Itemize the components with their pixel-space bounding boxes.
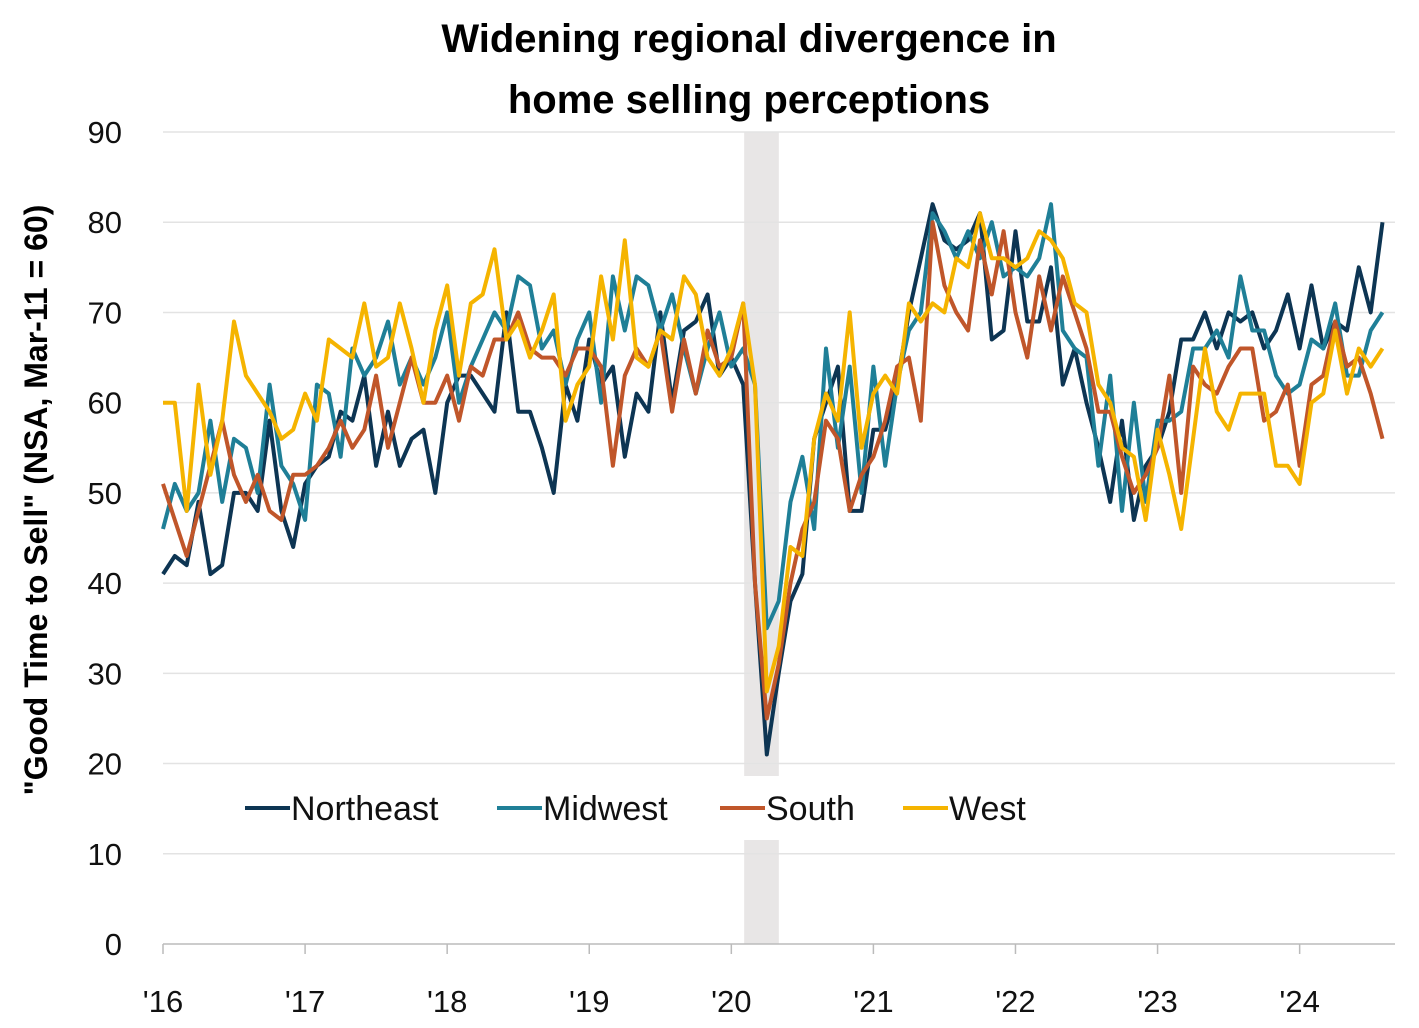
x-tick-label: '21: [853, 984, 893, 1019]
series-line-northeast: [161, 202, 1385, 757]
series-line-south: [161, 220, 1385, 721]
series-line-midwest: [161, 202, 1385, 631]
legend-label-south: South: [766, 790, 855, 828]
x-tick-label: '22: [995, 984, 1035, 1019]
y-tick-label: 0: [105, 927, 122, 962]
y-tick-labels: 0 10 20 30 40 50 60 70 80 90: [88, 115, 122, 962]
legend-label-northeast: Northeast: [291, 790, 439, 828]
y-tick-label: 40: [88, 566, 122, 601]
legend-label-midwest: Midwest: [543, 790, 668, 828]
x-tick-label: '16: [143, 984, 183, 1019]
y-tick-label: 10: [88, 837, 122, 872]
x-tick-label: '19: [569, 984, 609, 1019]
y-tick-label: 90: [88, 115, 122, 150]
y-tick-label: 70: [88, 295, 122, 330]
y-tick-label: 50: [88, 476, 122, 511]
x-tick-label: '20: [711, 984, 751, 1019]
chart-title-line-1: Widening regional divergence in: [441, 17, 1056, 61]
x-tick-labels: '16 '17 '18 '19 '20 '21 '22 '23 '24: [143, 944, 1320, 1019]
series-lines: [161, 202, 1385, 757]
chart-title-line-2: home selling perceptions: [508, 78, 990, 122]
y-tick-label: 60: [88, 386, 122, 421]
y-tick-label: 30: [88, 656, 122, 691]
legend: Northeast Midwest South West: [232, 776, 1052, 840]
y-tick-label: 80: [88, 205, 122, 240]
y-tick-label: 20: [88, 747, 122, 782]
x-tick-label: '24: [1279, 984, 1319, 1019]
x-tick-label: '18: [427, 984, 467, 1019]
legend-label-west: West: [949, 790, 1026, 828]
y-axis-label: "Good Time to Sell" (NSA, Mar-11 = 60): [18, 205, 54, 796]
x-tick-label: '23: [1137, 984, 1177, 1019]
series-line-west: [163, 211, 1385, 694]
x-tick-label: '17: [285, 984, 325, 1019]
